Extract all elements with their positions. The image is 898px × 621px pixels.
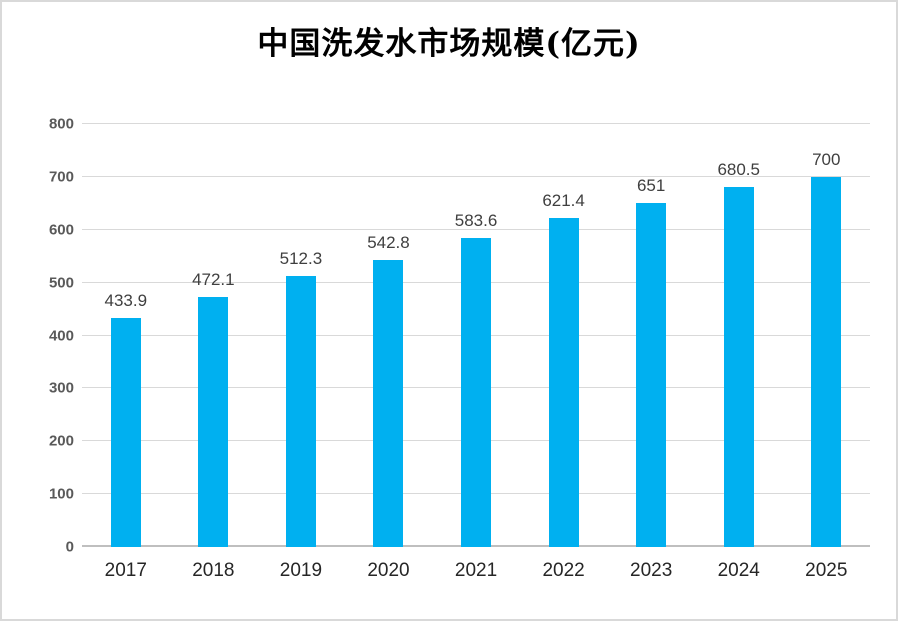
bar-2021 xyxy=(461,238,492,547)
bar-value-label: 583.6 xyxy=(454,211,498,231)
bar-value-label: 680.5 xyxy=(717,160,760,180)
bar-value-label: 651 xyxy=(636,175,666,195)
gridline xyxy=(82,123,870,124)
bar-slot-2025: 700 xyxy=(783,124,871,547)
y-tick-label: 300 xyxy=(48,379,74,397)
bar-2024 xyxy=(723,187,754,547)
gridline xyxy=(82,175,870,177)
x-tick-label: 2024 xyxy=(717,560,760,581)
bar-2019 xyxy=(285,276,316,547)
x-tick-label: 2025 xyxy=(805,560,848,581)
gridline xyxy=(82,228,870,230)
bar-slot-2018: 472.1 xyxy=(170,124,258,547)
bar-2020 xyxy=(373,260,404,547)
bar-slot-2023: 651 xyxy=(607,124,695,547)
x-tick-label: 2021 xyxy=(454,560,498,581)
y-tick-label: 200 xyxy=(48,432,74,450)
bar-slot-2017: 433.9 xyxy=(82,124,170,547)
x-tick-label: 2023 xyxy=(630,560,673,581)
bar-value-label: 472.1 xyxy=(192,270,235,290)
y-tick-label: 100 xyxy=(48,485,74,503)
x-tick-label: 2017 xyxy=(104,560,147,581)
bar-value-label: 512.3 xyxy=(279,249,323,269)
y-tick-label: 800 xyxy=(48,115,74,133)
y-tick-label: 0 xyxy=(65,538,74,556)
x-tick-label: 2020 xyxy=(367,560,410,581)
bar-slot-2022: 621.4 xyxy=(520,124,608,547)
bar-value-label: 542.8 xyxy=(367,233,410,252)
bar-2017 xyxy=(110,317,141,547)
bar-value-label: 621.4 xyxy=(542,191,585,211)
y-tick-label: 600 xyxy=(48,221,74,239)
x-tick-label: 2018 xyxy=(192,560,235,581)
bar-2023 xyxy=(636,202,667,547)
x-tick-label: 2019 xyxy=(279,560,323,581)
bar-slot-2020: 542.8 xyxy=(345,124,433,547)
x-tick-label: 2022 xyxy=(542,560,585,581)
bars-layer: 433.9 472.1 512.3 542.8 583.6 621.4 651 680.5 70… xyxy=(82,124,870,547)
bar-2025 xyxy=(811,176,842,547)
y-tick-label: 500 xyxy=(48,274,74,292)
plot-area: 433.9 472.1 512.3 542.8 583.6 621.4 651 680.5 70… xyxy=(82,123,870,547)
x-axis: 2017 2018 2019 2020 2021 2022 2023 2024 2025 xyxy=(82,560,870,582)
y-tick-label: 400 xyxy=(48,327,74,344)
bar-value-label: 700 xyxy=(812,149,841,169)
y-tick-label: 700 xyxy=(48,168,74,186)
chart-title: 中国洗发水市场规模(亿元) xyxy=(257,26,641,62)
bar-slot-2021: 583.6 xyxy=(432,124,520,547)
bar-2018 xyxy=(198,297,229,547)
bar-slot-2019: 512.3 xyxy=(257,124,345,547)
bar-slot-2024: 680.5 xyxy=(695,124,783,547)
bar-2022 xyxy=(548,218,579,547)
y-axis: 0 100 200 300 400 500 600 700 800 xyxy=(2,116,74,556)
bar-value-label: 433.9 xyxy=(104,290,148,310)
